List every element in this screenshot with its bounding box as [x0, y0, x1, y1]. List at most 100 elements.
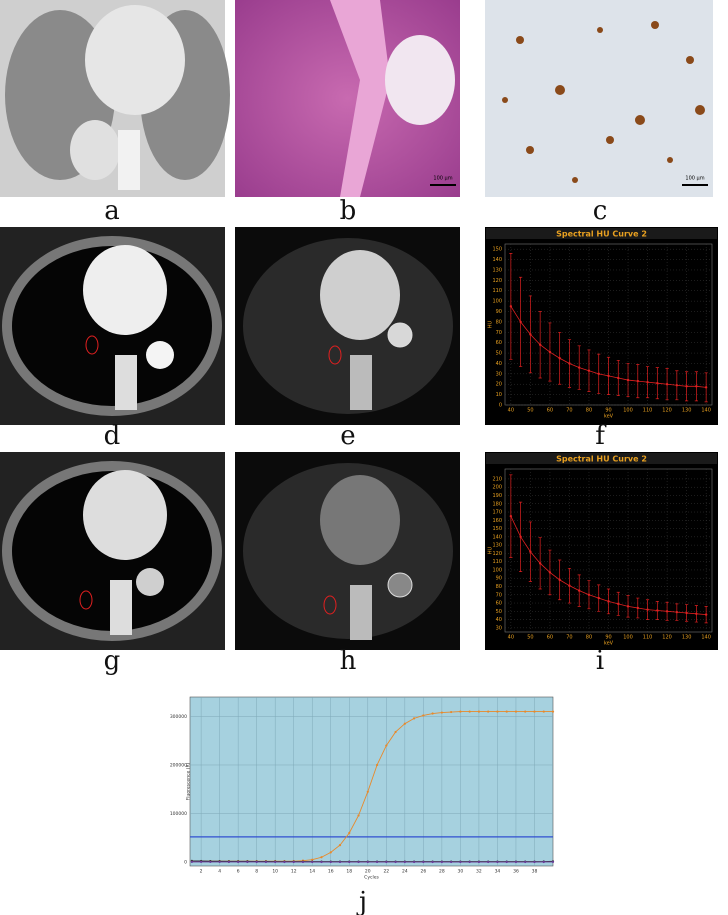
x-tick-label: 2	[200, 869, 203, 875]
ct-image	[0, 0, 230, 197]
x-tick-label: 70	[566, 408, 572, 414]
scale-bar-label: 100 μm	[433, 176, 452, 182]
x-tick-label: 38	[532, 869, 538, 875]
data-point	[636, 379, 639, 383]
y-tick-label: 180	[492, 501, 502, 507]
y-tick-label: 10	[496, 392, 502, 398]
y-tick-label: 200000	[170, 762, 187, 768]
data-point	[514, 710, 518, 713]
data-point	[597, 372, 600, 376]
x-tick-label: 130	[682, 635, 692, 641]
data-point	[548, 571, 552, 574]
y-tick-label: 210	[492, 476, 502, 482]
x-tick-label: 90	[605, 408, 611, 414]
data-point	[505, 710, 508, 713]
data-point	[366, 790, 369, 793]
y-tick-label: 20	[496, 382, 502, 388]
data-point	[255, 860, 258, 864]
ct-image	[235, 227, 460, 425]
x-tick-label: 34	[495, 869, 501, 875]
y-tick-label: 200	[492, 485, 502, 491]
data-point	[450, 710, 453, 714]
title-bar	[486, 453, 717, 464]
data-point	[412, 717, 416, 720]
x-tick-label: 140	[701, 635, 711, 641]
data-point	[209, 860, 212, 864]
y-tick-label: 140	[492, 257, 502, 263]
data-point	[450, 860, 453, 864]
x-tick-label: 18	[346, 869, 352, 875]
y-tick-label: 30	[496, 625, 502, 631]
data-point	[665, 610, 669, 613]
data-point	[468, 710, 471, 713]
data-point	[524, 860, 527, 864]
y-tick-label: 60	[496, 601, 502, 607]
data-point	[190, 860, 193, 863]
data-point	[551, 710, 555, 713]
ct-image	[235, 452, 460, 650]
panel-label: j	[356, 887, 367, 915]
data-point	[375, 860, 379, 864]
y-tick-label: 100	[492, 299, 502, 305]
y-tick-label: 40	[496, 617, 502, 623]
data-point	[578, 589, 581, 592]
y-tick-label: 50	[496, 609, 502, 615]
data-point	[320, 856, 323, 859]
data-point	[348, 831, 351, 835]
y-tick-label: 150	[492, 247, 502, 253]
data-point	[403, 860, 406, 864]
data-point	[538, 562, 542, 565]
data-point	[695, 612, 698, 615]
data-point	[617, 376, 620, 380]
data-point	[301, 860, 305, 864]
data-point	[514, 860, 518, 864]
data-point	[487, 710, 490, 713]
y-tick-label: 40	[496, 361, 502, 367]
data-point	[665, 383, 669, 386]
chart-title: Spectral HU Curve 2	[556, 455, 647, 464]
data-point	[394, 730, 397, 734]
data-point	[403, 722, 406, 725]
data-point	[422, 714, 425, 717]
y-tick-label: 0	[184, 860, 187, 866]
y-tick-label: 120	[492, 278, 502, 284]
data-point	[459, 860, 462, 864]
data-point	[320, 860, 323, 864]
data-point	[578, 366, 581, 369]
ct-image	[0, 227, 225, 425]
data-point	[509, 305, 513, 308]
y-tick-label: 190	[492, 493, 502, 499]
x-tick-label: 100	[623, 635, 633, 641]
x-tick-label: 28	[439, 869, 445, 875]
y-tick-label: 140	[492, 534, 502, 540]
scale-bar-label: 100 μm	[685, 176, 704, 182]
data-point	[338, 860, 342, 864]
y-tick-label: 90	[496, 576, 502, 582]
charts: Spectral HU Curve 2010203040506070809010…	[170, 227, 718, 881]
data-point	[529, 333, 532, 336]
data-point	[636, 606, 639, 610]
y-axis-label: Fluorescence (R)	[186, 762, 192, 800]
histology-image: 100 μm	[235, 0, 460, 197]
data-point	[440, 711, 443, 714]
data-point	[348, 860, 351, 864]
data-point	[292, 860, 295, 864]
y-tick-label: 70	[496, 592, 502, 598]
data-point	[626, 605, 630, 608]
data-point	[519, 320, 522, 324]
y-tick-label: 60	[496, 340, 502, 346]
data-point	[394, 860, 397, 864]
ct-image	[0, 452, 225, 650]
y-axis-label: HU	[488, 320, 494, 328]
data-point	[338, 844, 342, 847]
x-tick-label: 32	[476, 869, 482, 875]
y-tick-label: 170	[492, 510, 502, 516]
data-point	[496, 710, 499, 713]
data-point	[431, 860, 434, 864]
x-tick-label: 24	[402, 869, 408, 875]
data-point	[568, 584, 571, 587]
y-tick-label: 30	[496, 371, 502, 377]
y-tick-label: 110	[492, 288, 502, 294]
data-point	[366, 860, 369, 864]
